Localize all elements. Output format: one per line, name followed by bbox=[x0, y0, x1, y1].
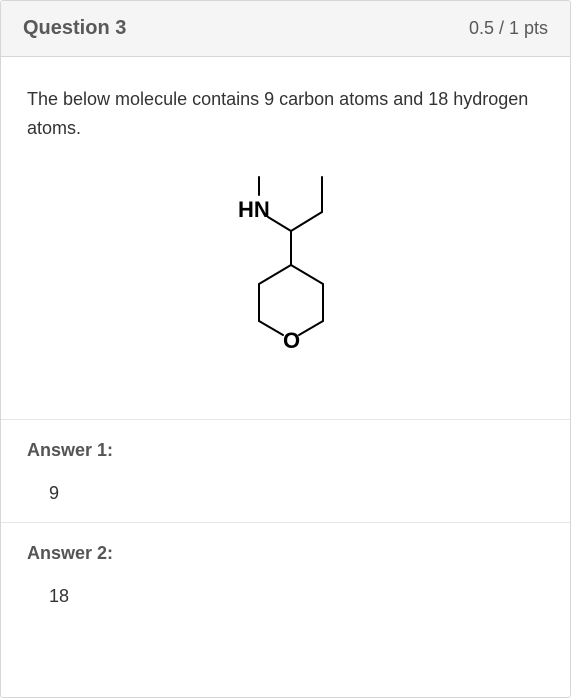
hn-label: HN bbox=[238, 197, 270, 222]
answers-section: Answer 1: 9 Answer 2: 18 bbox=[1, 419, 570, 625]
ring-top-right bbox=[291, 265, 323, 284]
question-card: Question 3 0.5 / 1 pts The below molecul… bbox=[0, 0, 571, 698]
molecule-svg: HN O bbox=[196, 165, 376, 375]
question-prompt: The below molecule contains 9 carbon ato… bbox=[27, 85, 544, 143]
o-label: O bbox=[283, 328, 300, 353]
molecule-figure: HN O bbox=[27, 153, 544, 399]
question-header: Question 3 0.5 / 1 pts bbox=[1, 1, 570, 57]
answer-label: Answer 2: bbox=[27, 543, 544, 564]
question-body: The below molecule contains 9 carbon ato… bbox=[1, 57, 570, 419]
bond-c-ch2 bbox=[291, 212, 322, 231]
pointer-icon bbox=[0, 17, 1, 41]
ring-top-left bbox=[259, 265, 291, 284]
question-points: 0.5 / 1 pts bbox=[469, 18, 548, 39]
ring-bottom-left bbox=[259, 321, 283, 335]
answer-block-1: Answer 1: 9 bbox=[1, 420, 570, 523]
ring-bottom-right bbox=[299, 321, 323, 335]
question-title: Question 3 bbox=[23, 17, 126, 40]
answer-value: 18 bbox=[27, 586, 544, 607]
answer-block-2: Answer 2: 18 bbox=[1, 523, 570, 625]
answer-label: Answer 1: bbox=[27, 440, 544, 461]
answer-value: 9 bbox=[27, 483, 544, 504]
bond-hn-c bbox=[268, 217, 291, 231]
